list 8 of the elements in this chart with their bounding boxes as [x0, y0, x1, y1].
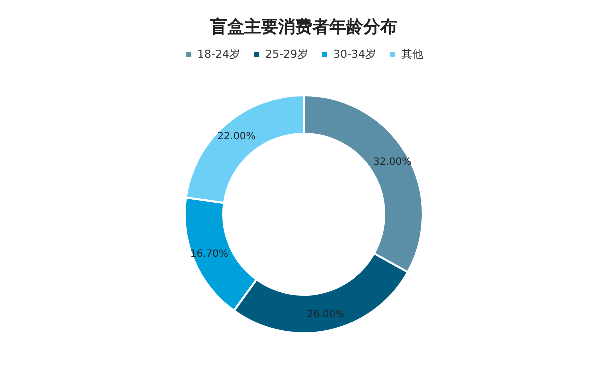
legend-label: 18-24岁 [198, 48, 241, 61]
data-label: 22.00% [218, 131, 256, 142]
chart-title: 盲盒主要消费者年龄分布 [210, 16, 398, 38]
data-label: 26.00% [307, 309, 346, 320]
legend-label: 25-29岁 [266, 48, 308, 61]
legend-label: 其他 [401, 48, 424, 61]
data-label: 32.00% [374, 156, 412, 168]
legend-label: 30-34岁 [333, 48, 376, 61]
